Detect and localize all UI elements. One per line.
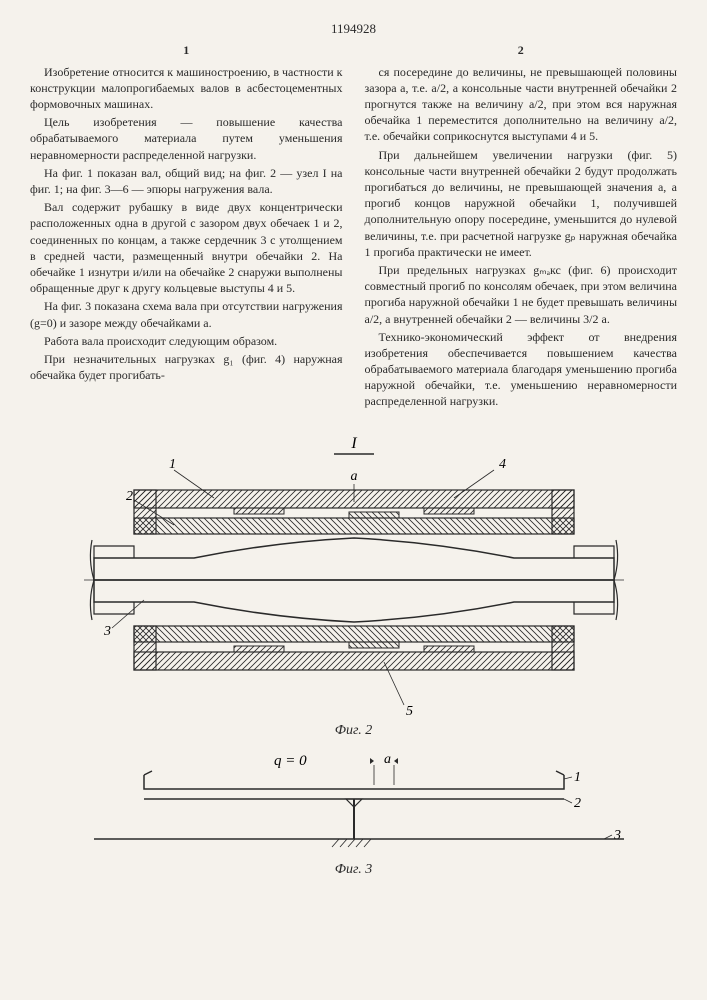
para: Цель изобретения — повышение качества об…	[30, 114, 343, 163]
svg-text:2: 2	[126, 489, 133, 504]
svg-text:I: I	[350, 435, 357, 452]
svg-text:5: 5	[406, 704, 413, 719]
svg-text:1: 1	[169, 457, 176, 472]
svg-text:a: a	[384, 752, 391, 767]
para: Изобретение относится к машиностроению, …	[30, 64, 343, 113]
svg-text:2: 2	[574, 796, 581, 811]
para: На фиг. 1 показан вал, общий вид; на фиг…	[30, 165, 343, 197]
para: При незначительных нагрузках g₁ (фиг. 4)…	[30, 351, 343, 383]
text-columns: 1 Изобретение относится к машиностроению…	[30, 42, 677, 412]
para: При предельных нагрузках gₘₐкс (фиг. 6) …	[365, 262, 678, 327]
col1-number: 1	[30, 42, 343, 58]
svg-text:a: a	[350, 469, 357, 484]
figure-2: I a 1 2 3 4 5	[74, 430, 634, 720]
svg-text:1: 1	[574, 770, 581, 785]
para: Работа вала происходит следующим образом…	[30, 333, 343, 349]
fig3-label: Фиг. 3	[30, 861, 677, 880]
column-2: 2 ся посередине до величины, не превышаю…	[365, 42, 678, 412]
col2-number: 2	[365, 42, 678, 58]
para: На фиг. 3 показана схема вала при отсутс…	[30, 298, 343, 330]
figures-section: I a 1 2 3 4 5 Фиг. 2 q = 0	[30, 430, 677, 880]
svg-text:3: 3	[613, 828, 621, 843]
doc-number: 1194928	[30, 20, 677, 38]
column-1: 1 Изобретение относится к машиностроению…	[30, 42, 343, 412]
svg-text:4: 4	[499, 457, 506, 472]
para: ся посередине до величины, не превышающе…	[365, 64, 678, 145]
svg-text:3: 3	[103, 624, 111, 639]
para: Технико-экономический эффект от внедрени…	[365, 329, 678, 410]
para: Вал содержит рубашку в виде двух концент…	[30, 199, 343, 296]
fig2-label: Фиг. 2	[30, 722, 677, 741]
svg-text:q = 0: q = 0	[274, 753, 307, 769]
para: При дальнейшем увеличении нагрузки (фиг.…	[365, 147, 678, 260]
figure-3: q = 0 a 1 2 3	[74, 749, 634, 859]
